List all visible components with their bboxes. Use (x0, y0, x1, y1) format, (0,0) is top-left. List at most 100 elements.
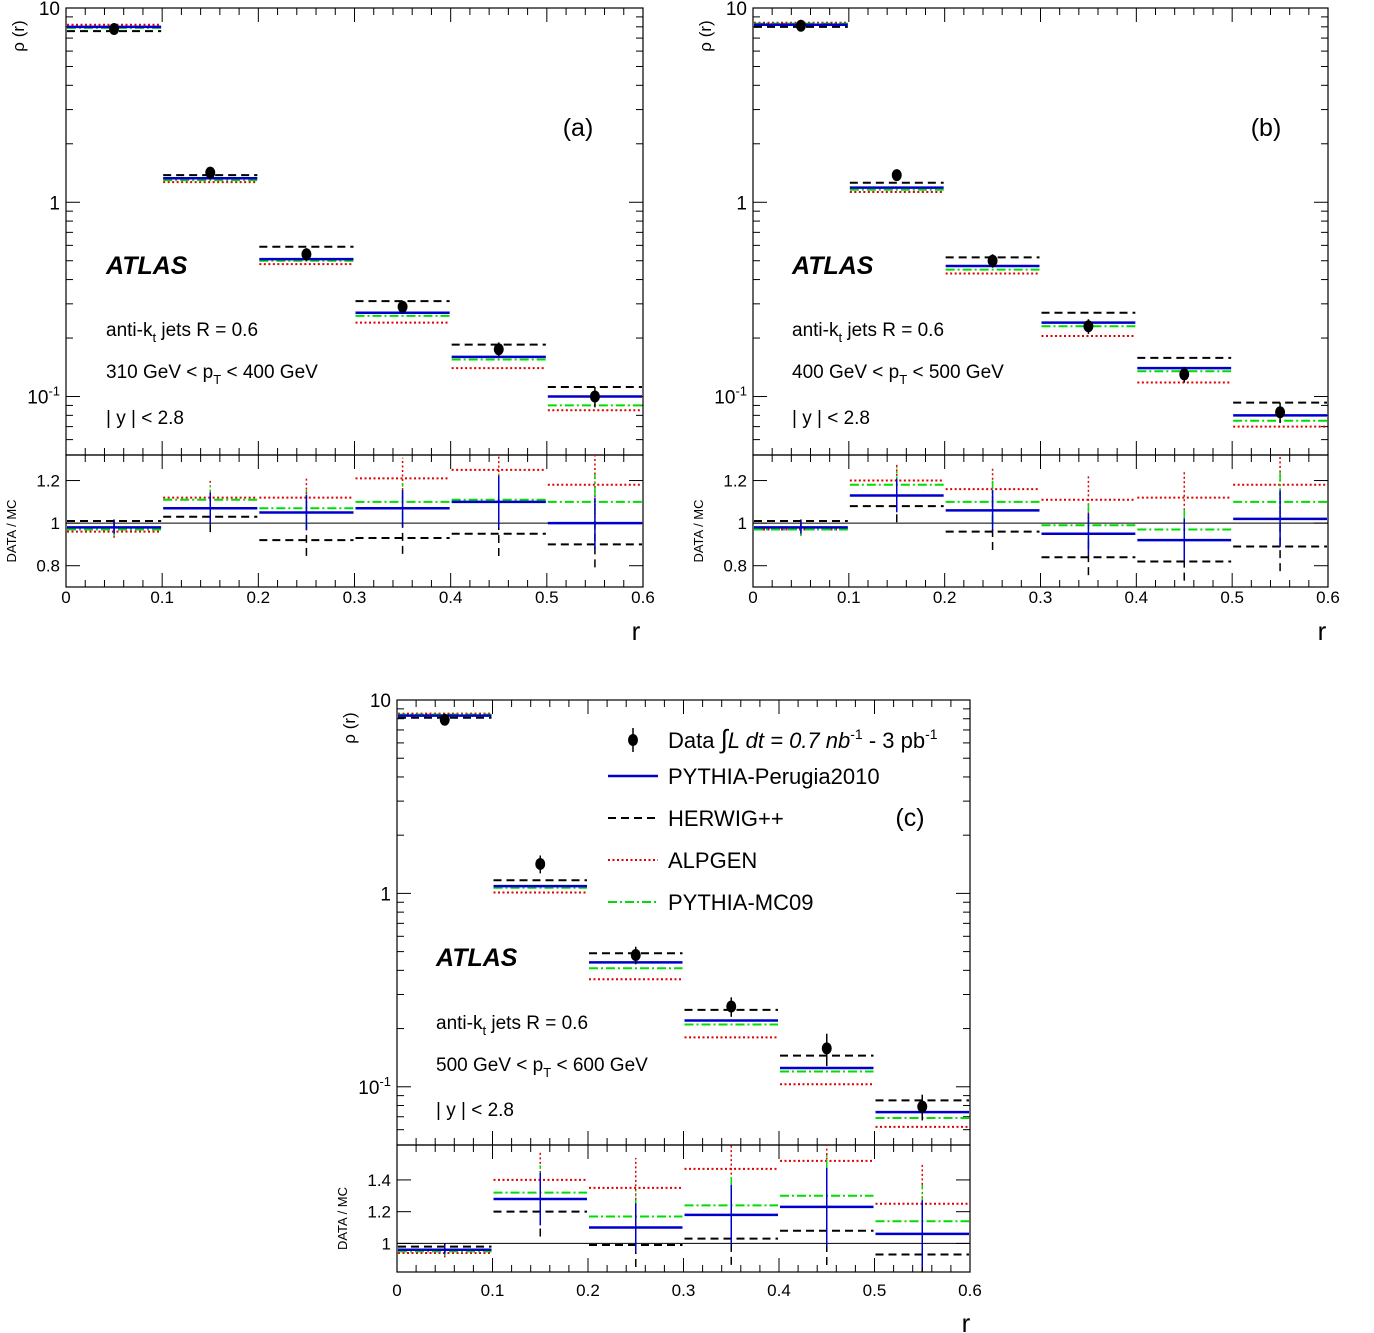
legend-lumi-exp1: -1 (850, 726, 863, 742)
jet-label-post: jets R = 0.6 (842, 320, 944, 341)
data-point (726, 1000, 737, 1013)
panel-label: (a) (563, 114, 594, 142)
rapidity-label: | y | < 2.8 (792, 408, 870, 429)
data-point (1179, 368, 1190, 381)
data-point (493, 343, 504, 356)
jet-algorithm-label: anti-kt jets R = 0.6 (106, 320, 258, 345)
x-tick-label: 0.2 (576, 1281, 600, 1300)
ratio-frame (396, 1144, 971, 1273)
jet-algorithm-label: anti-kt jets R = 0.6 (436, 1013, 588, 1038)
x-tick-label: 0.6 (631, 588, 655, 607)
y-tick-label: 10-1 (27, 384, 60, 409)
legend-entry-label: HERWIG++ (668, 806, 784, 831)
y-tick-label: 10 (39, 0, 60, 20)
data-point (397, 300, 408, 313)
jet-label-pre: anti-k (792, 320, 839, 341)
ratio-tick-label: 1.2 (36, 472, 60, 491)
data-point (109, 22, 120, 35)
y-tick-label: 1 (736, 193, 747, 214)
y-tick-label: 10-1 (714, 384, 747, 409)
x-tick-label: 0.6 (1316, 588, 1340, 607)
y-tick-label: 1 (380, 884, 391, 905)
data-point (439, 713, 450, 726)
legend-entry-label: PYTHIA-Perugia2010 (668, 764, 880, 789)
ratio-tick-label: 1 (382, 1234, 391, 1253)
data-point (630, 949, 641, 962)
x-tick-label: 0.4 (439, 588, 463, 607)
legend-lumi-exp2: -1 (925, 726, 938, 742)
jet-label-sub: t (482, 1023, 486, 1038)
pt-range-label: 400 GeV < pT < 500 GeV (792, 362, 1004, 387)
ratio-axis-label: DATA / MC (691, 499, 706, 562)
ratio-tick-label: 0.8 (723, 557, 747, 576)
pt-label-low: 310 GeV < p (106, 362, 213, 383)
panel-label: (b) (1251, 114, 1282, 142)
x-tick-label: 0.4 (1125, 588, 1149, 607)
data-point (891, 169, 902, 182)
jet-label-pre: anti-k (106, 320, 153, 341)
legend: Data ∫L dt = 0.7 nb-1 - 3 pb-1 PYTHIA-Per… (608, 724, 938, 915)
x-tick-label: 0 (748, 588, 757, 607)
x-tick-label: 0.1 (150, 588, 174, 607)
ratio-tick-label: 1.4 (367, 1171, 391, 1190)
x-tick-label: 0.3 (672, 1281, 696, 1300)
data-point (301, 248, 312, 261)
data-point (795, 19, 806, 32)
ratio-tick-label: 1.2 (723, 472, 747, 491)
y-axis-label: ρ (r) (9, 20, 28, 51)
pt-label-sub: T (899, 372, 907, 387)
x-tick-label: 0.1 (481, 1281, 505, 1300)
top-frame (65, 7, 644, 456)
rapidity-label: | y | < 2.8 (436, 1100, 514, 1121)
y-tick-exponent: -1 (48, 384, 60, 399)
legend-entry-label: PYTHIA-MC09 (668, 890, 813, 915)
rapidity-label: | y | < 2.8 (106, 408, 184, 429)
x-tick-label: 0.3 (343, 588, 367, 607)
atlas-label: ATLAS (105, 252, 188, 280)
x-tick-label: 0.3 (1029, 588, 1053, 607)
jet-algorithm-label: anti-kt jets R = 0.6 (792, 320, 944, 345)
pt-label-high: < 600 GeV (551, 1055, 648, 1076)
atlas-label: ATLAS (435, 944, 518, 972)
ratio-tick-label: 1 (51, 514, 60, 533)
data-point (987, 254, 998, 267)
panel-label: (c) (895, 804, 924, 832)
pt-label-low: 500 GeV < p (436, 1055, 543, 1076)
ratio-axis-label: DATA / MC (4, 499, 19, 562)
ratio-tick-label: 1 (738, 514, 747, 533)
jet-label-sub: t (152, 330, 156, 345)
x-axis-label: r (962, 1308, 971, 1333)
jet-label-post: jets R = 0.6 (156, 320, 258, 341)
x-axis-label: r (632, 616, 641, 646)
x-axis-label: r (1318, 616, 1327, 646)
ratio-axis-label: DATA / MC (335, 1187, 350, 1250)
y-tick-label: 10-1 (358, 1074, 391, 1099)
pt-range-label: 310 GeV < pT < 400 GeV (106, 362, 318, 387)
x-tick-label: 0.4 (767, 1281, 791, 1300)
data-point (917, 1100, 928, 1113)
x-tick-label: 0.1 (837, 588, 861, 607)
ratio-tick-label: 0.8 (36, 557, 60, 576)
pt-label-low: 400 GeV < p (792, 362, 899, 383)
jet-label-sub: t (838, 330, 842, 345)
top-frame (752, 7, 1329, 456)
y-tick-exponent: -1 (735, 384, 747, 399)
x-tick-label: 0.5 (1220, 588, 1244, 607)
data-point (1275, 406, 1286, 419)
data-point (821, 1042, 832, 1055)
ratio-tick-label: 1.2 (367, 1203, 391, 1222)
y-axis-label: ρ (r) (696, 20, 715, 51)
pt-label-high: < 400 GeV (221, 362, 318, 383)
legend-data-label: Data ∫L dt = 0.7 nb-1 - 3 pb-1 (668, 724, 938, 754)
pt-label-sub: T (543, 1065, 551, 1080)
atlas-label: ATLAS (791, 252, 874, 280)
y-tick-exponent: -1 (379, 1074, 391, 1089)
y-tick-base: 10 (358, 1078, 379, 1099)
x-tick-label: 0.5 (535, 588, 559, 607)
x-tick-label: 0.5 (863, 1281, 887, 1300)
pt-label-high: < 500 GeV (907, 362, 1004, 383)
y-tick-label: 10 (726, 0, 747, 20)
data-point (589, 390, 600, 403)
